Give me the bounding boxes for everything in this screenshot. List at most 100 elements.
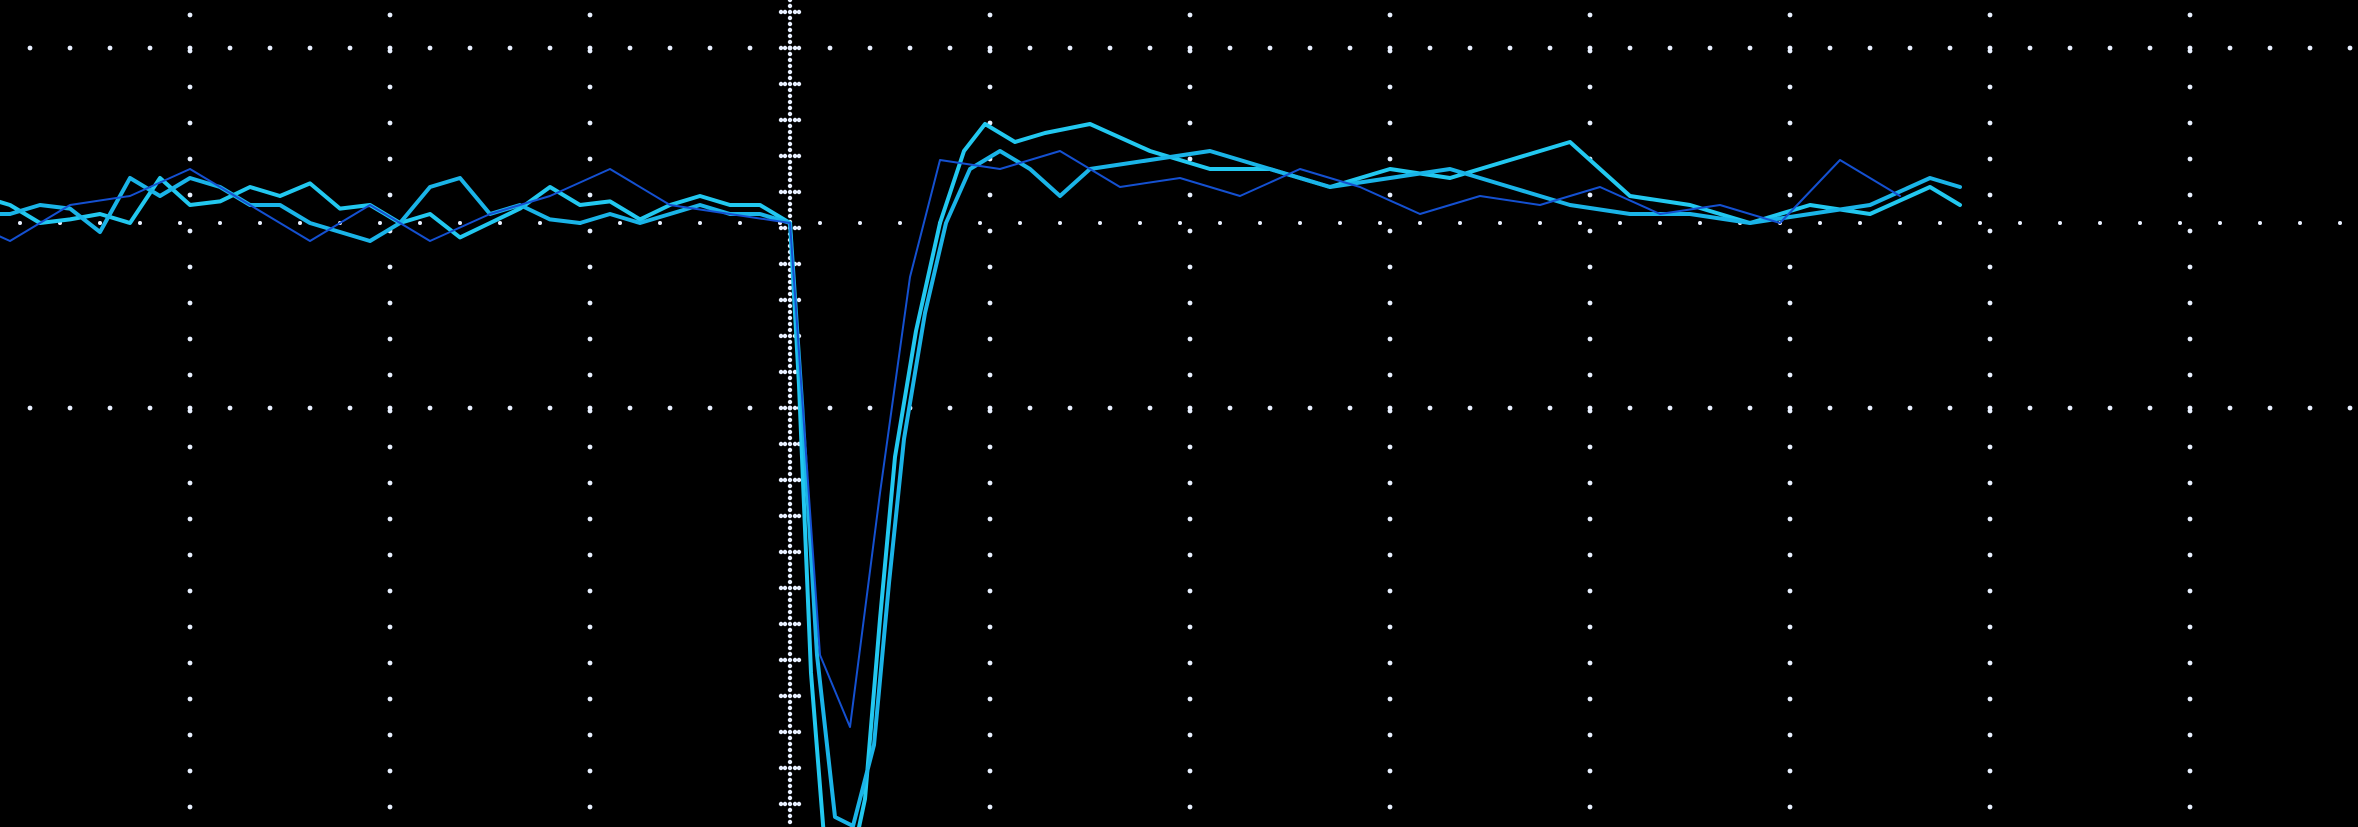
- center-axis-tick: [796, 261, 802, 267]
- center-axis-dot: [787, 519, 793, 525]
- center-axis-tick: [796, 585, 802, 591]
- grid-dot: [1538, 221, 1542, 225]
- grid-dot: [587, 120, 593, 126]
- center-axis-dot: [787, 321, 793, 327]
- grid-dot: [1187, 444, 1193, 450]
- grid-dot: [1947, 405, 1953, 411]
- grid-dot: [1907, 45, 1913, 51]
- grid-dot: [267, 45, 273, 51]
- grid-dot: [187, 732, 193, 738]
- grid-dot: [2307, 405, 2313, 411]
- grid-dot: [1587, 696, 1593, 702]
- center-axis-dot: [787, 621, 793, 627]
- grid-dot: [2187, 552, 2193, 558]
- grid-dot: [387, 732, 393, 738]
- grid-dot: [467, 45, 473, 51]
- center-axis-dot: [787, 417, 793, 423]
- center-axis-dot: [787, 0, 793, 3]
- center-axis-dot: [787, 441, 793, 447]
- center-axis-tick: [782, 405, 788, 411]
- center-axis-dot: [787, 63, 793, 69]
- grid-dot: [387, 552, 393, 558]
- grid-dot: [1387, 444, 1393, 450]
- grid-dot: [1787, 120, 1793, 126]
- center-axis-dot: [787, 117, 793, 123]
- grid-dot: [587, 45, 593, 51]
- grid-dot: [387, 516, 393, 522]
- grid-dot: [2187, 768, 2193, 774]
- center-axis-dot: [787, 693, 793, 699]
- grid-dot: [307, 45, 313, 51]
- grid-dot: [2258, 221, 2262, 225]
- center-axis-dot: [787, 27, 793, 33]
- center-axis-tick: [778, 729, 784, 735]
- center-axis-dot: [787, 507, 793, 513]
- center-axis-tick: [782, 117, 788, 123]
- grid-dot: [1987, 768, 1993, 774]
- center-axis-dot: [787, 405, 793, 411]
- grid-dot: [1947, 45, 1953, 51]
- grid-dot: [1907, 405, 1913, 411]
- grid-dot: [1187, 480, 1193, 486]
- grid-dot: [1218, 221, 1222, 225]
- grid-dot: [1267, 405, 1273, 411]
- center-axis-dot: [787, 153, 793, 159]
- center-axis-dot: [787, 771, 793, 777]
- grid-dot: [1378, 221, 1382, 225]
- grid-dot: [1107, 405, 1113, 411]
- center-axis-dot: [787, 747, 793, 753]
- grid-dot: [1187, 768, 1193, 774]
- grid-dot: [387, 804, 393, 810]
- center-axis-dot: [787, 297, 793, 303]
- center-axis-dot: [787, 3, 793, 9]
- trace-group: [0, 122, 1962, 827]
- center-axis-tick: [778, 45, 784, 51]
- grid-dot: [2227, 45, 2233, 51]
- center-axis-dot: [787, 15, 793, 21]
- grid-dot: [987, 588, 993, 594]
- grid-dot: [987, 336, 993, 342]
- grid-dot: [2187, 300, 2193, 306]
- grid-dot: [1987, 480, 1993, 486]
- grid-dot: [1787, 552, 1793, 558]
- grid-dot: [1027, 45, 1033, 51]
- grid-dot: [1467, 45, 1473, 51]
- grid-dot: [987, 552, 993, 558]
- grid-dot: [1987, 228, 1993, 234]
- grid-dot: [1458, 221, 1462, 225]
- grid-dot: [1787, 444, 1793, 450]
- center-axis-dot: [787, 291, 793, 297]
- center-axis-tick: [792, 657, 798, 663]
- grid-dot: [2138, 221, 2142, 225]
- center-axis-dot: [787, 681, 793, 687]
- center-axis-dot: [787, 783, 793, 789]
- grid-dot: [138, 221, 142, 225]
- grid-dot: [587, 264, 593, 270]
- center-axis-tick: [778, 765, 784, 771]
- grid-dot: [107, 45, 113, 51]
- center-axis-dot: [787, 75, 793, 81]
- grid-dot: [827, 405, 833, 411]
- center-axis-tick: [796, 729, 802, 735]
- grid-dot: [1787, 336, 1793, 342]
- grid-dot: [1347, 45, 1353, 51]
- grid-dot: [1587, 405, 1593, 411]
- grid-dot: [1707, 405, 1713, 411]
- grid-dot: [987, 300, 993, 306]
- center-axis-dot: [787, 21, 793, 27]
- grid-dot: [1667, 405, 1673, 411]
- center-axis-tick: [792, 405, 798, 411]
- grid-dot: [1387, 120, 1393, 126]
- grid-dot: [387, 336, 393, 342]
- center-axis-tick: [782, 9, 788, 15]
- grid-dot: [387, 264, 393, 270]
- center-axis-dot: [787, 393, 793, 399]
- grid-dot: [1387, 516, 1393, 522]
- center-axis-tick: [792, 549, 798, 555]
- grid-dot: [1307, 405, 1313, 411]
- grid-dot: [587, 336, 593, 342]
- grid-dot: [187, 804, 193, 810]
- grid-dot: [1338, 221, 1342, 225]
- grid-dot: [1587, 588, 1593, 594]
- center-axis-tick: [782, 153, 788, 159]
